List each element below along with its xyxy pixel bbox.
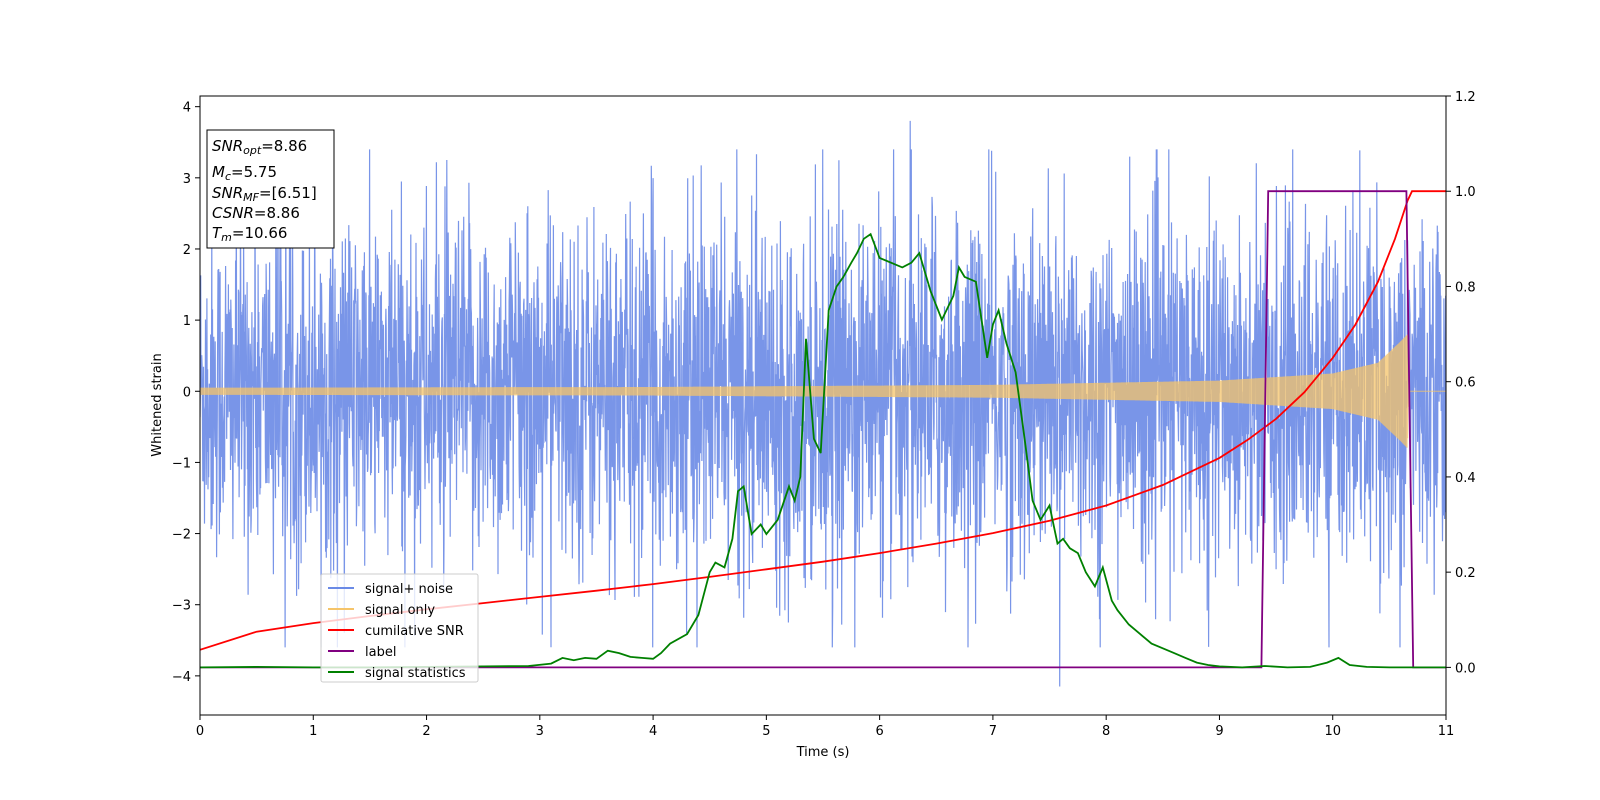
y-left-tick-label: −3 [172,599,191,614]
info-snr-mf: SNRMF=[6.51] [212,184,317,204]
y-left-tick-label: −4 [172,670,191,685]
x-axis-label: Time (s) [796,745,850,760]
legend-label: signal statistics [365,666,466,681]
info-snr-opt: SNRopt=8.86 [212,137,307,157]
legend-label: signal only [365,603,435,618]
series-line-signal-statistics [200,232,1446,669]
y-left-tick-label: 1 [183,314,191,329]
y-left-tick-label: 3 [183,172,191,187]
y-right-tick-label: 0.8 [1455,280,1476,295]
x-tick-label: 6 [875,724,883,739]
x-tick-label: 11 [1438,724,1455,739]
x-tick-label: 4 [649,724,657,739]
y-right-tick-label: 1.0 [1455,185,1476,200]
info-mc: Mc=5.75 [212,163,277,183]
y-right-tick-label: 1.2 [1455,90,1476,105]
y-left-tick-label: −2 [172,528,191,543]
info-box: SNRopt=8.86 Mc=5.75 SNRMF=[6.51] CSNR=8.… [206,129,335,249]
legend-label: label [365,645,396,660]
info-tm: Tm=10.66 [212,224,287,244]
y-left-tick-label: 2 [183,243,191,258]
y-left-tick-label: 4 [183,101,191,116]
y-right-tick-label: 0.4 [1455,471,1476,486]
legend: signal+ noise signal only cumilative SNR la… [320,573,479,683]
info-csnr: CSNR=8.86 [212,204,300,222]
y-axis-label: Whitened strain [150,353,165,456]
x-tick-label: 0 [196,724,204,739]
x-tick-label: 1 [309,724,317,739]
y-axis-right: 0.0 0.2 0.4 0.6 0.8 1.0 1.2 [1446,90,1476,676]
x-tick-label: 5 [762,724,770,739]
x-tick-label: 7 [989,724,997,739]
x-tick-label: 9 [1215,724,1223,739]
x-tick-label: 2 [422,724,430,739]
y-left-tick-label: 0 [183,385,191,400]
x-tick-label: 8 [1102,724,1110,739]
plot-frame [199,95,1447,716]
y-axis-left: −4 −3 −2 −1 0 1 2 3 4 [172,101,200,685]
x-tick-label: 10 [1324,724,1341,739]
x-axis: 0 1 2 3 4 5 6 7 8 9 10 11 [196,715,1454,739]
series-line-signal-only [200,334,1446,448]
x-tick-label: 3 [536,724,544,739]
legend-label: cumilative SNR [365,624,464,639]
y-right-tick-label: 0.6 [1455,376,1476,391]
y-right-tick-label: 0.0 [1455,661,1476,676]
y-right-tick-label: 0.2 [1455,566,1476,581]
legend-label: signal+ noise [365,582,453,597]
y-left-tick-label: −1 [172,456,191,471]
